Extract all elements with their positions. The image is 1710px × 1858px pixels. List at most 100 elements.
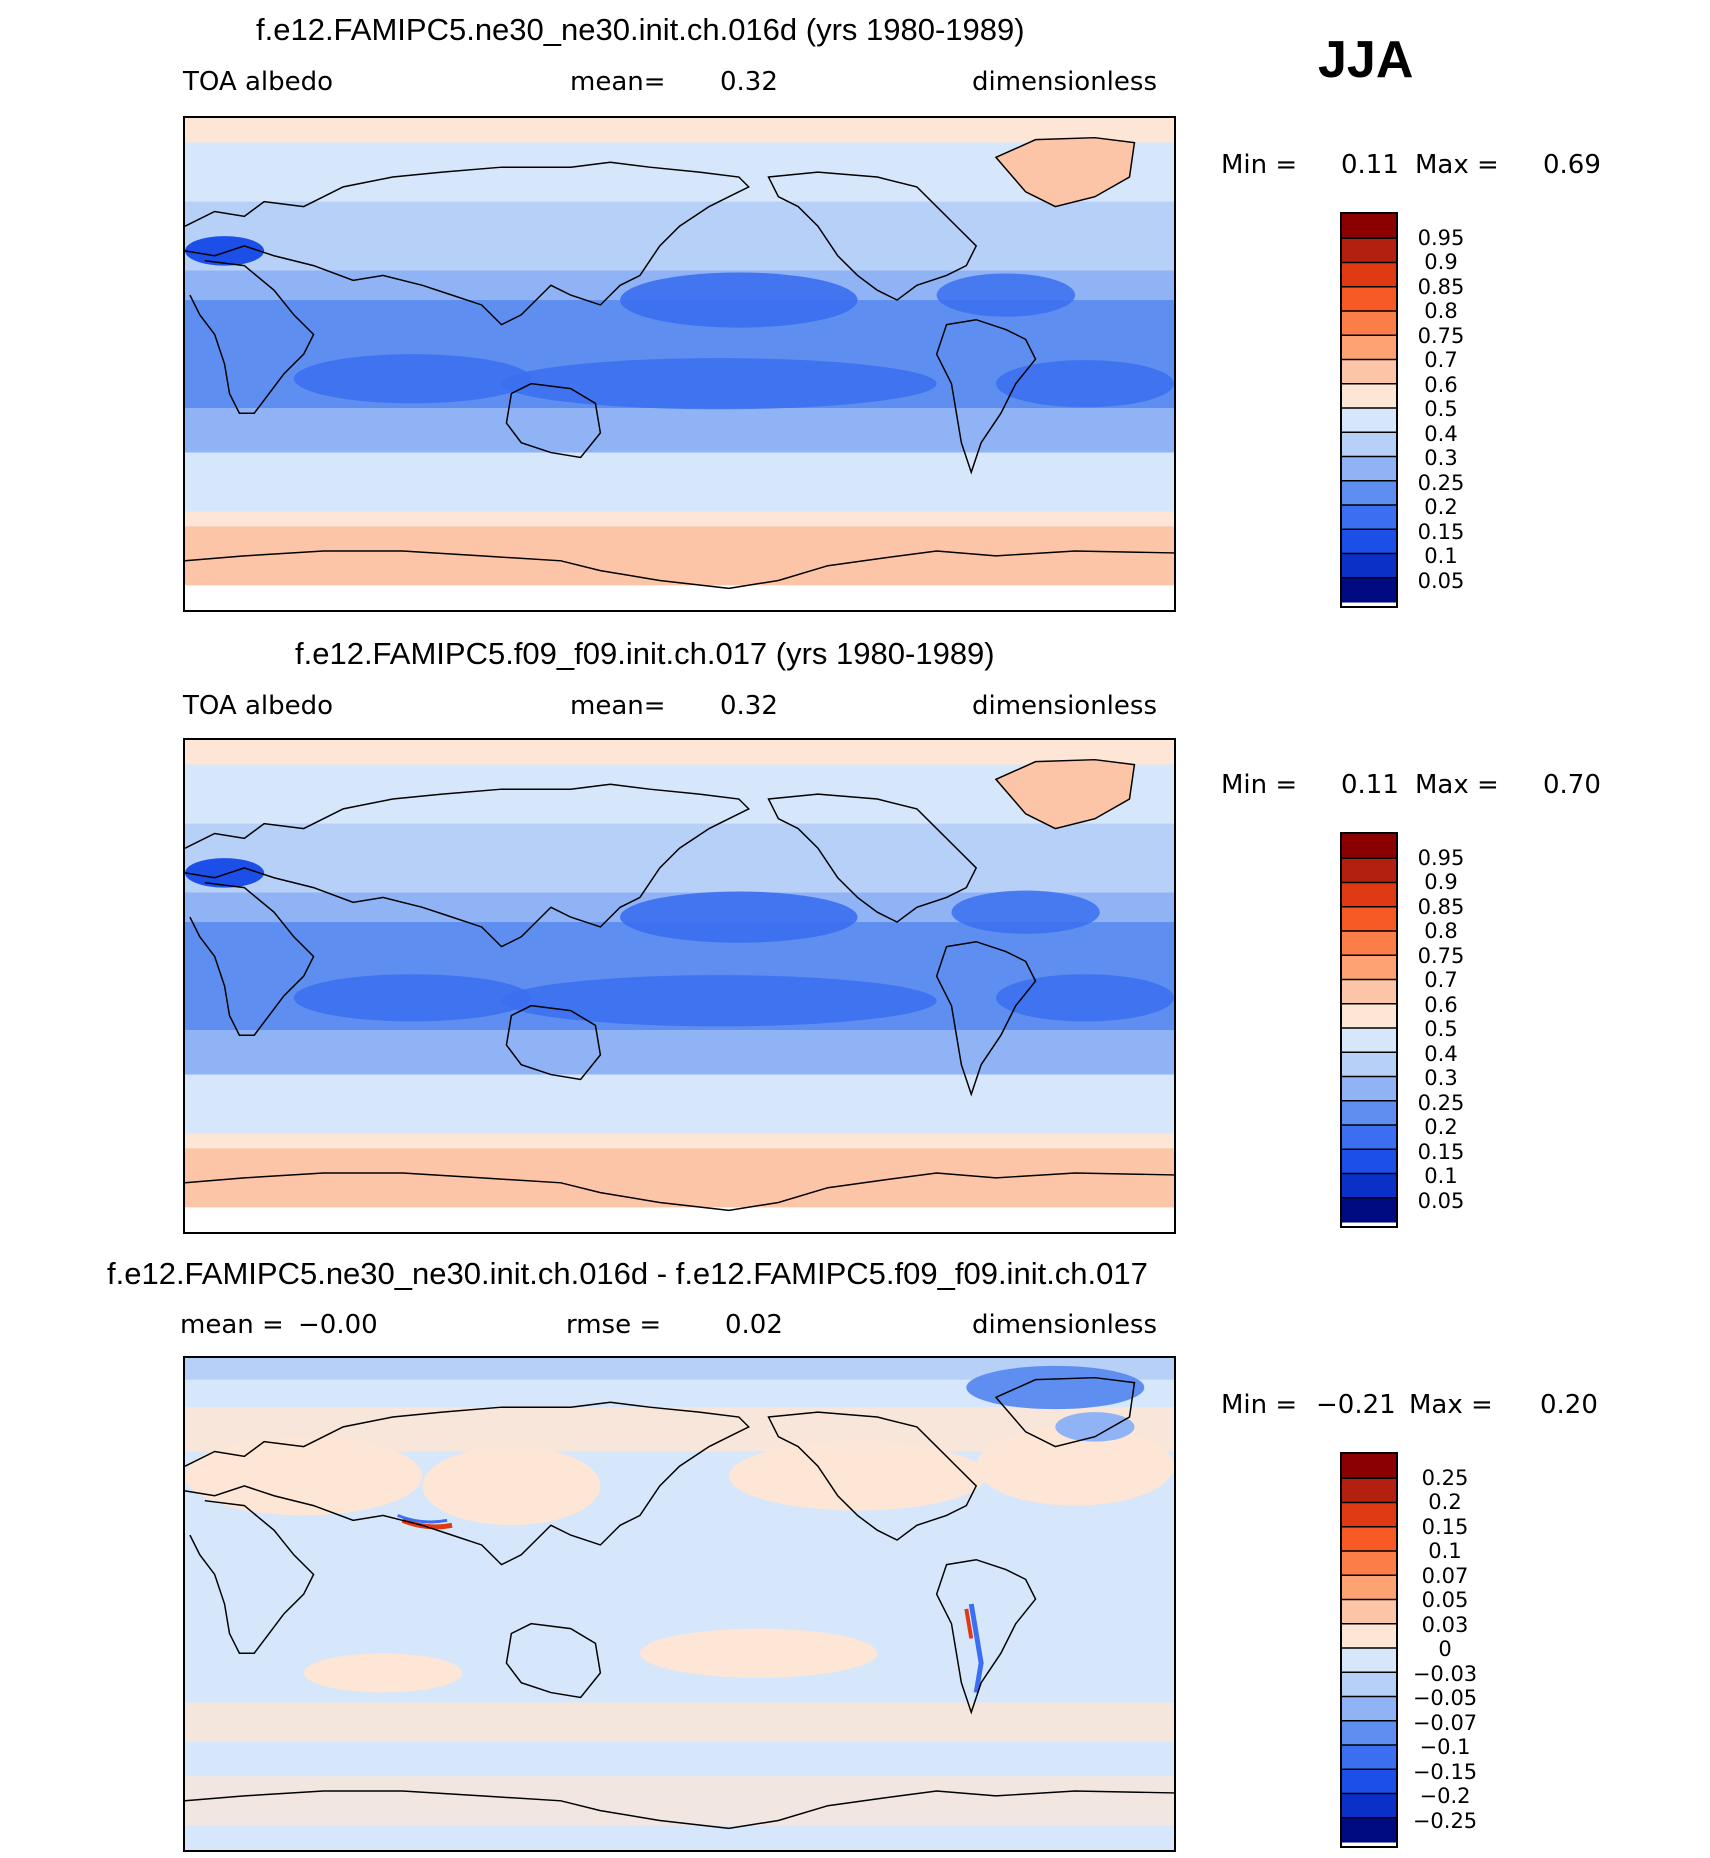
colorbar-swatch: [1342, 1623, 1396, 1649]
colorbar-tick-label: 0.25: [1417, 470, 1465, 495]
colorbar-swatch: [1342, 1173, 1396, 1199]
colorbar-swatch: [1342, 238, 1396, 263]
colorbar-swatch: [1342, 858, 1396, 883]
panel-2-map-svg: [185, 740, 1174, 1232]
panel-3-colorbar-svg: [1342, 1454, 1396, 1843]
panel-2-min-label: Min =: [1221, 770, 1298, 800]
colorbar-tick-label: 0.05: [1417, 1188, 1465, 1213]
colorbar-tick-label: 0.8: [1424, 919, 1458, 943]
panel-3-max-label: Max =: [1409, 1390, 1493, 1420]
panel-3-min-value: −0.21: [1316, 1390, 1396, 1420]
colorbar-tick-label: −0.1: [1419, 1735, 1471, 1759]
colorbar-swatch: [1342, 432, 1396, 458]
panel-1-colorbar: [1340, 212, 1398, 608]
panel-3-map: [183, 1356, 1176, 1852]
colorbar-tick-label: 0.6: [1424, 992, 1458, 1017]
colorbar-swatch: [1342, 1551, 1396, 1576]
colorbar-tick-label: 0.07: [1421, 1563, 1469, 1588]
colorbar-swatch: [1342, 1672, 1396, 1698]
colorbar-tick-label: 0.25: [1417, 1090, 1465, 1115]
colorbar-swatch: [1342, 1575, 1396, 1601]
colorbar-swatch: [1342, 834, 1396, 859]
panel-1-min-value: 0.11: [1341, 150, 1399, 180]
panel-2-colorbar-svg: [1342, 834, 1396, 1223]
colorbar-swatch: [1342, 955, 1396, 981]
colorbar-swatch: [1342, 480, 1396, 506]
panel-1-map-svg: [185, 118, 1174, 610]
panel-2-mean-value: 0.32: [720, 691, 778, 721]
colorbar-swatch: [1342, 262, 1396, 288]
colorbar-tick-label: 0.75: [1417, 943, 1465, 968]
colorbar-swatch: [1342, 505, 1396, 530]
colorbar-tick-label: 0.7: [1424, 968, 1458, 992]
panel-2-mean-label: mean=: [570, 691, 666, 721]
panel-1-units: dimensionless: [972, 67, 1157, 97]
colorbar-swatch: [1342, 286, 1396, 312]
colorbar-tick-label: 0.1: [1424, 544, 1458, 568]
panel-1-max-label: Max =: [1415, 150, 1499, 180]
colorbar-swatch: [1342, 529, 1396, 555]
panel-1-min-label: Min =: [1221, 150, 1298, 180]
colorbar-swatch: [1342, 1149, 1396, 1175]
colorbar-swatch: [1342, 1125, 1396, 1150]
colorbar-swatch: [1342, 1696, 1396, 1722]
panel-3-units: dimensionless: [972, 1310, 1157, 1340]
colorbar-tick-label: 0.8: [1424, 299, 1458, 323]
panel-2-variable-label: TOA albedo: [183, 691, 334, 721]
panel-3-map-svg: [185, 1358, 1174, 1850]
colorbar-swatch: [1342, 1720, 1396, 1746]
colorbar-swatch: [1342, 979, 1396, 1005]
colorbar-tick-label: 0.9: [1424, 870, 1458, 894]
panel-2-min-value: 0.11: [1341, 770, 1399, 800]
colorbar-tick-label: 0.85: [1417, 894, 1465, 919]
colorbar-tick-label: −0.05: [1412, 1686, 1478, 1710]
panel-3-colorbar: [1340, 1452, 1398, 1848]
colorbar-tick-label: 0.5: [1424, 1017, 1458, 1041]
colorbar-tick-label: 0.6: [1424, 372, 1458, 397]
panel-3-min-label: Min =: [1221, 1390, 1298, 1420]
colorbar-swatch: [1342, 1817, 1396, 1843]
colorbar-swatch: [1342, 214, 1396, 239]
colorbar-tick-label: 0.85: [1417, 274, 1465, 299]
colorbar-swatch: [1342, 1526, 1396, 1552]
colorbar-tick-label: 0.7: [1424, 348, 1458, 372]
colorbar-swatch: [1342, 1100, 1396, 1126]
colorbar-tick-label: 0.5: [1424, 397, 1458, 421]
colorbar-tick-label: −0.15: [1412, 1759, 1478, 1784]
colorbar-swatch: [1342, 1599, 1396, 1625]
panel-1-map: [183, 116, 1176, 612]
colorbar-swatch: [1342, 577, 1396, 603]
panel-2-colorbar: [1340, 832, 1398, 1228]
colorbar-tick-label: 0.1: [1424, 1164, 1458, 1188]
colorbar-swatch: [1342, 311, 1396, 336]
colorbar-tick-label: 0.03: [1421, 1612, 1469, 1637]
colorbar-tick-label: 0: [1438, 1637, 1452, 1661]
colorbar-tick-label: −0.07: [1412, 1710, 1478, 1735]
colorbar-tick-label: 0.2: [1424, 1115, 1458, 1139]
panel-3-max-value: 0.20: [1540, 1390, 1598, 1420]
colorbar-tick-label: 0.15: [1417, 519, 1465, 544]
colorbar-swatch: [1342, 456, 1396, 482]
colorbar-tick-label: 0.3: [1424, 446, 1458, 470]
panel-3-mean-value: −0.00: [298, 1310, 378, 1340]
colorbar-swatch: [1342, 1648, 1396, 1673]
colorbar-tick-label: 0.05: [1421, 1588, 1469, 1612]
colorbar-swatch: [1342, 882, 1396, 908]
panel-3-rmse-label: rmse =: [566, 1310, 662, 1340]
colorbar-tick-label: 0.05: [1417, 568, 1465, 593]
colorbar-tick-label: 0.15: [1421, 1514, 1469, 1539]
panel-3-rmse-value: 0.02: [725, 1310, 783, 1340]
colorbar-swatch: [1342, 1028, 1396, 1053]
colorbar-tick-label: 0.95: [1417, 225, 1465, 250]
colorbar-swatch: [1342, 1052, 1396, 1078]
panel-1-variable-label: TOA albedo: [183, 67, 334, 97]
colorbar-swatch: [1342, 1502, 1396, 1528]
colorbar-tick-label: 0.1: [1428, 1539, 1462, 1563]
colorbar-swatch: [1342, 1793, 1396, 1819]
colorbar-swatch: [1342, 383, 1396, 409]
colorbar-tick-label: −0.03: [1412, 1661, 1478, 1686]
colorbar-swatch: [1342, 1003, 1396, 1029]
colorbar-swatch: [1342, 1197, 1396, 1223]
panel-2-max-label: Max =: [1415, 770, 1499, 800]
colorbar-swatch: [1342, 1478, 1396, 1503]
